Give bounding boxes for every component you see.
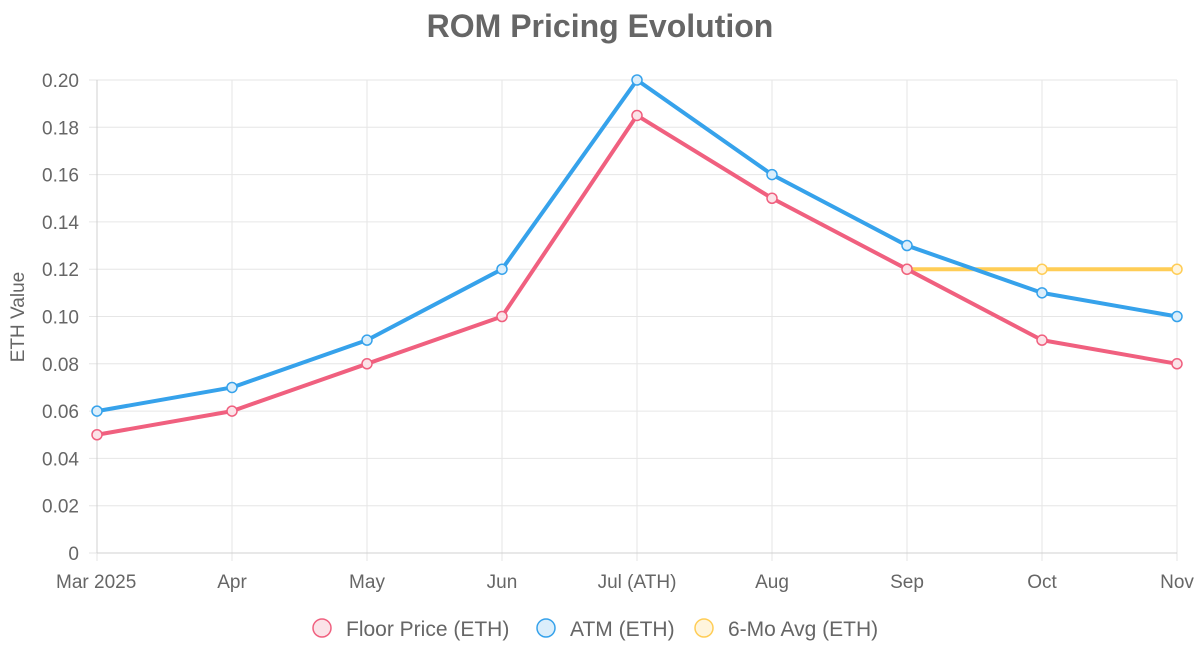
legend-item[interactable]: 6-Mo Avg (ETH) (694, 618, 878, 641)
legend[interactable]: Floor Price (ETH) ATM (ETH) 6-Mo Avg (ETH) (312, 618, 878, 641)
data-point[interactable] (766, 168, 778, 181)
legend-swatch (694, 618, 714, 638)
data-point[interactable] (496, 263, 508, 275)
x-tick-label: Oct (1027, 572, 1057, 593)
data-point[interactable] (1171, 310, 1183, 323)
data-point[interactable] (361, 358, 373, 370)
data-point[interactable] (901, 239, 913, 252)
chart-title: ROM Pricing Evolution (426, 8, 774, 44)
data-point[interactable] (496, 310, 508, 323)
y-tick-label: 0.06 (42, 402, 79, 423)
series-0 (91, 109, 1183, 441)
data-point[interactable] (631, 109, 643, 122)
data-point[interactable] (226, 405, 238, 417)
data-point[interactable] (901, 263, 913, 275)
data-point[interactable] (226, 381, 238, 394)
x-tick-label: Jun (487, 572, 518, 593)
y-tick-label: 0.04 (42, 449, 79, 470)
legend-item[interactable]: Floor Price (ETH) (312, 618, 509, 641)
data-point[interactable] (91, 429, 103, 441)
axes: 0 0.02 0.04 0.06 0.08 0.10 0.12 0.14 0.16 0.18 0.2… (42, 71, 1194, 593)
y-tick-label: 0.16 (42, 166, 79, 187)
legend-label: Floor Price (ETH) (346, 618, 509, 641)
y-tick-label: 0.20 (42, 71, 79, 92)
series-2 (901, 263, 1183, 275)
legend-label: 6-Mo Avg (ETH) (728, 618, 878, 641)
x-tick-label: May (349, 572, 385, 593)
data-point[interactable] (766, 192, 778, 204)
legend-item[interactable]: ATM (ETH) (536, 618, 675, 641)
x-tick-label: Jul (ATH) (598, 572, 677, 593)
x-tick-label: Aug (755, 572, 789, 593)
series-1 (91, 74, 1183, 417)
data-point[interactable] (1036, 263, 1048, 275)
y-tick-label: 0 (68, 544, 79, 565)
y-tick-label: 0.18 (42, 118, 79, 139)
data-point[interactable] (91, 405, 103, 417)
x-tick-label: Nov (1160, 572, 1194, 593)
data-point[interactable] (631, 74, 643, 86)
grid (89, 79, 1178, 561)
legend-swatch (312, 618, 332, 638)
x-tick-label: Mar 2025 (56, 572, 136, 593)
legend-swatch (536, 618, 556, 638)
data-point[interactable] (1171, 358, 1183, 370)
legend-label: ATM (ETH) (570, 618, 675, 641)
data-point[interactable] (1171, 263, 1183, 275)
y-tick-label: 0.14 (42, 213, 79, 234)
y-tick-label: 0.08 (42, 355, 79, 376)
data-point[interactable] (1036, 334, 1048, 346)
y-tick-label: 0.10 (42, 308, 79, 329)
series (91, 74, 1183, 441)
x-tick-label: Apr (217, 572, 247, 593)
x-tick-label: Sep (890, 572, 924, 593)
y-tick-label: 0.12 (42, 260, 79, 281)
y-tick-label: 0.02 (42, 497, 79, 518)
data-point[interactable] (1036, 287, 1048, 299)
y-axis-title: ETH Value (8, 272, 29, 362)
data-point[interactable] (361, 334, 373, 346)
